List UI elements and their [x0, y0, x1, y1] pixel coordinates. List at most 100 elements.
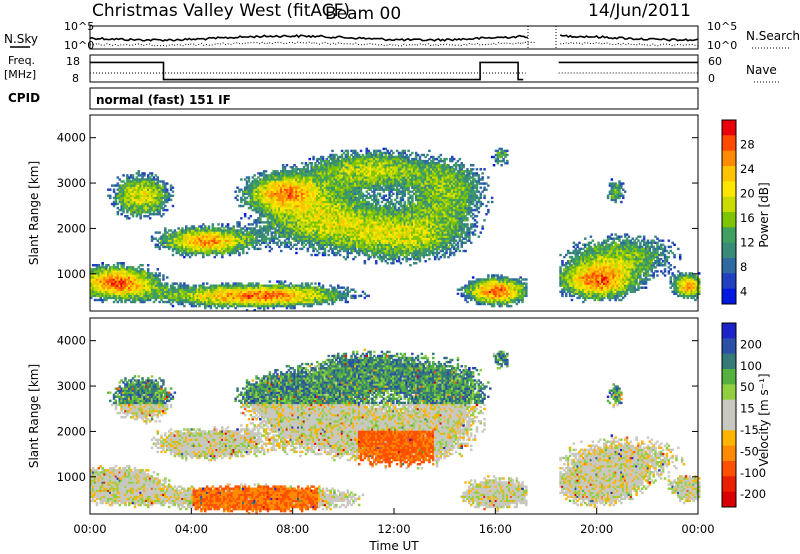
heatmap-cell	[95, 270, 99, 273]
heatmap-cell	[143, 172, 146, 175]
heatmap-cell	[145, 198, 148, 202]
heatmap-cell	[137, 202, 140, 206]
heatmap-cell	[148, 290, 152, 293]
heatmap-cell	[141, 182, 144, 185]
heatmap-cell	[129, 188, 133, 191]
heatmap-cell	[147, 292, 150, 295]
heatmap-cell	[93, 268, 97, 271]
heatmap-cell	[164, 198, 167, 202]
heatmap-cell	[154, 174, 158, 177]
heatmap-cell	[110, 266, 114, 269]
heatmap-cell	[141, 204, 144, 208]
heatmap-cell	[280, 249, 283, 253]
heatmap-cell	[156, 290, 159, 293]
heatmap-cell	[107, 194, 110, 197]
heatmap-cell	[169, 235, 173, 238]
heatmap-cell	[112, 200, 116, 204]
heatmap-cell	[346, 300, 349, 304]
heatmap-cell	[166, 182, 169, 185]
heatmap-cell	[133, 292, 137, 295]
heatmap-cell	[129, 296, 133, 300]
heatmap-cell	[122, 272, 125, 275]
heatmap-cell	[169, 294, 173, 298]
heatmap-cell	[221, 255, 224, 259]
heatmap-cell	[160, 190, 163, 193]
heatmap-cell	[137, 284, 140, 287]
heatmap-cell	[129, 213, 133, 216]
heatmap-cell	[167, 245, 171, 249]
heatmap-cell	[101, 290, 104, 293]
heatmap-cell	[120, 194, 123, 197]
heatmap-cell	[131, 278, 135, 281]
heatmap-cell	[154, 272, 158, 275]
heatmap-cell	[122, 200, 125, 204]
heatmap-cell	[276, 241, 279, 244]
heatmap-cell	[133, 282, 137, 285]
heatmap-cell	[175, 298, 178, 302]
heatmap-cell	[139, 188, 142, 191]
heatmap-cell	[158, 282, 161, 285]
heatmap-cell	[114, 276, 118, 279]
heatmap-cell	[120, 213, 123, 216]
heatmap-cell	[110, 294, 114, 298]
heatmap-cell	[141, 276, 144, 279]
heatmap-cell	[105, 282, 108, 285]
heatmap-cell	[318, 282, 321, 285]
heatmap-cell	[118, 190, 121, 193]
heatmap-cell	[169, 198, 173, 202]
heatmap-cell	[120, 202, 123, 206]
heatmap-cell	[118, 298, 121, 302]
heatmap-cell	[128, 202, 131, 206]
heatmap-cell	[158, 245, 161, 249]
heatmap-cell	[109, 278, 112, 281]
heatmap-cell	[169, 292, 173, 295]
heatmap-cell	[147, 206, 150, 210]
heatmap-cell	[129, 202, 133, 206]
heatmap-cell	[156, 231, 159, 234]
heatmap-cell	[131, 196, 135, 200]
heatmap-cell	[124, 294, 127, 298]
heatmap-cell	[141, 186, 144, 189]
heatmap-cell	[95, 278, 99, 281]
heatmap-cell	[133, 192, 137, 195]
heatmap-cell	[152, 276, 156, 279]
heatmap-cell	[107, 290, 110, 293]
heatmap-cell	[141, 300, 144, 304]
heatmap-cell	[162, 243, 165, 246]
heatmap-cell	[118, 188, 121, 191]
heatmap-cell	[109, 188, 112, 191]
heatmap-cell	[171, 194, 175, 197]
heatmap-cell	[112, 296, 116, 300]
heatmap-cell	[122, 206, 125, 210]
heatmap-cell	[278, 239, 281, 242]
heatmap-cell	[169, 237, 173, 240]
heatmap-cell	[101, 268, 104, 271]
heatmap-cell	[135, 172, 139, 175]
heatmap-cell	[135, 272, 139, 275]
heatmap-cell	[232, 225, 235, 228]
heatmap-cell	[143, 206, 146, 210]
heatmap-cell	[124, 184, 127, 187]
heatmap-cell	[152, 188, 156, 191]
heatmap-cell	[139, 270, 142, 273]
heatmap-cell	[173, 296, 177, 300]
heatmap-cell	[145, 192, 148, 195]
heatmap-cell	[107, 292, 110, 295]
heatmap-cell	[145, 208, 148, 212]
heatmap-cell	[164, 196, 167, 200]
heatmap-cell	[116, 300, 120, 304]
heatmap-cell	[145, 180, 148, 183]
heatmap-cell	[173, 231, 177, 234]
heatmap-cell	[147, 211, 150, 214]
heatmap-cell	[124, 272, 127, 275]
heatmap-cell	[105, 294, 108, 298]
heatmap-cell	[338, 249, 342, 253]
heatmap-cell	[169, 298, 173, 302]
heatmap-cell	[175, 241, 178, 244]
heatmap-cell	[133, 198, 137, 202]
heatmap-cell	[112, 294, 116, 298]
heatmap-cell	[164, 241, 167, 244]
heatmap-cell	[120, 276, 123, 279]
heatmap-cell	[133, 188, 137, 191]
heatmap-cell	[295, 251, 298, 255]
